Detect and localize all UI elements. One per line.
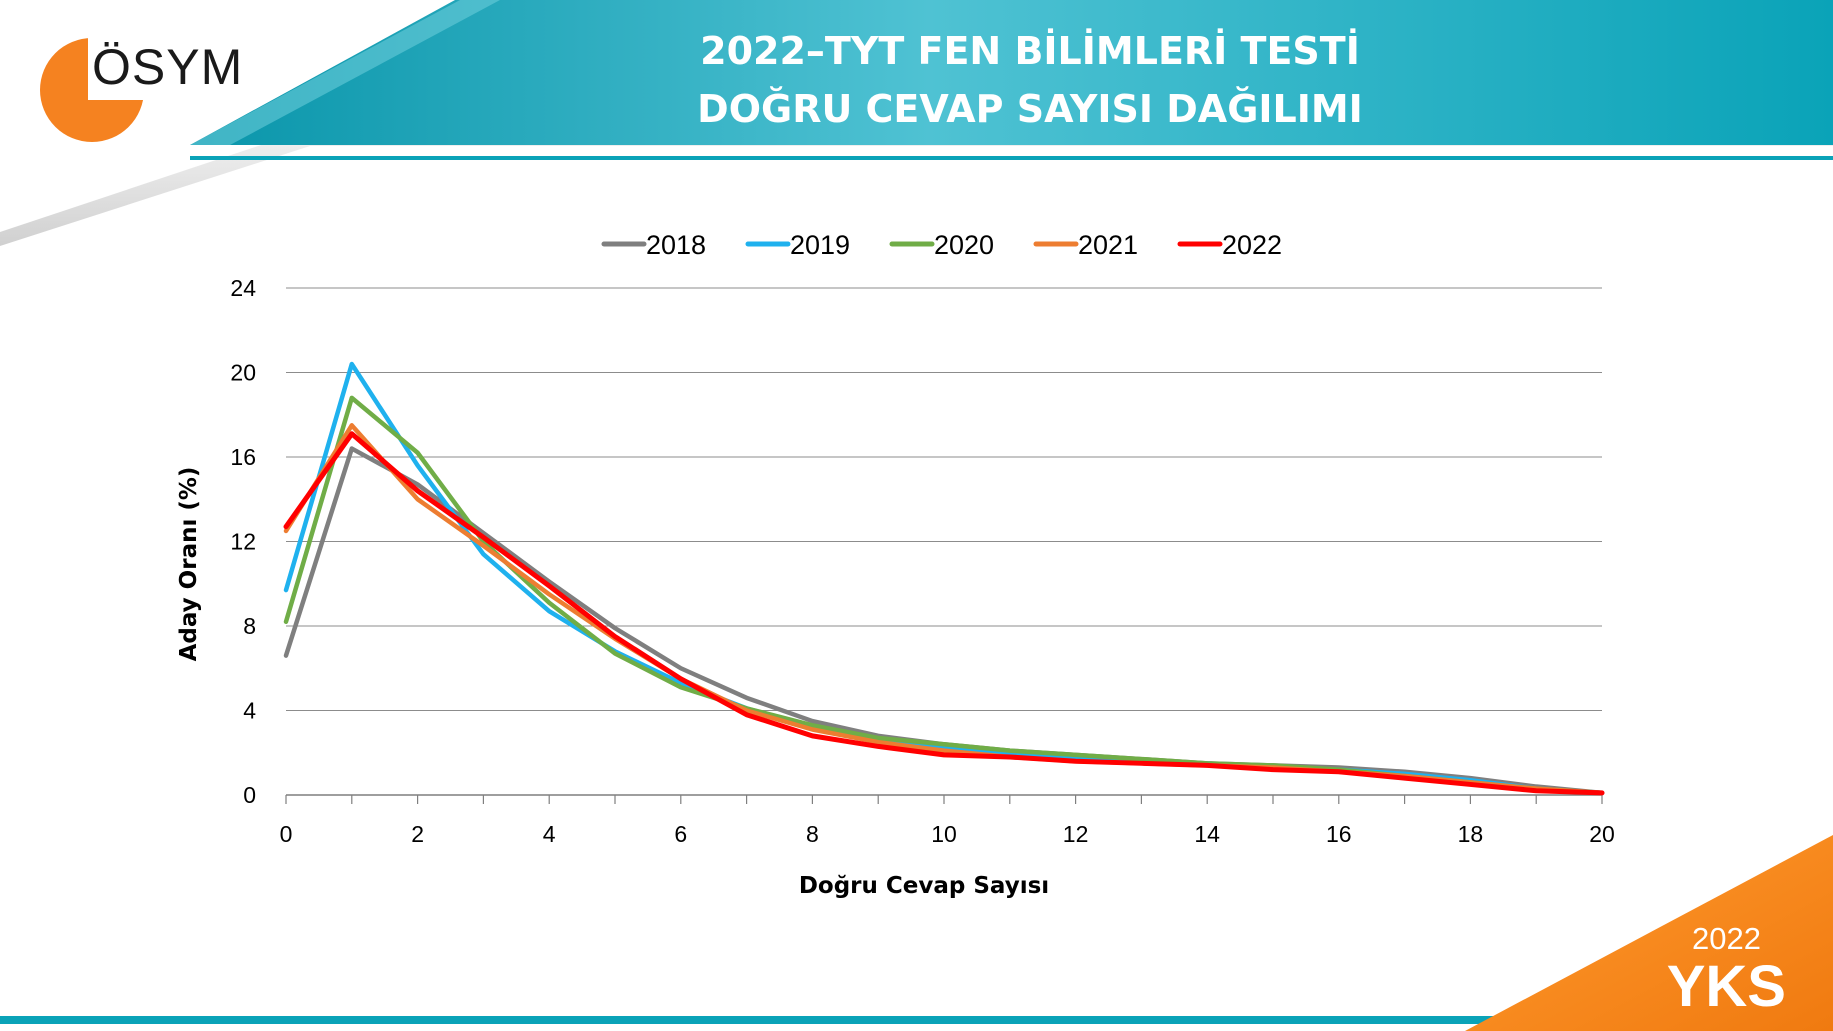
- x-tick-label: 12: [1063, 821, 1089, 847]
- x-tick-label: 18: [1458, 821, 1484, 847]
- footer-line: [0, 1016, 1833, 1024]
- y-tick-label: 12: [230, 529, 256, 555]
- page-title-line-2: DOĞRU CEVAP SAYISI DAĞILIMI: [697, 87, 1363, 131]
- header-light-stripe: [190, 0, 500, 145]
- x-tick-label: 16: [1326, 821, 1352, 847]
- x-axis-title: Doğru Cevap Sayısı: [799, 873, 1049, 899]
- osym-logo-text: ÖSYM: [92, 39, 244, 95]
- y-tick-label: 4: [243, 698, 256, 724]
- y-tick-label: 8: [243, 613, 256, 639]
- page-title-line-1: 2022–TYT FEN BİLİMLERİ TESTİ: [700, 29, 1360, 73]
- series-line-2021: [283, 423, 1605, 796]
- header-underline: [190, 156, 1833, 160]
- x-tick-label: 8: [806, 821, 819, 847]
- x-tick-label: 4: [543, 821, 556, 847]
- legend-label-2022: 2022: [1222, 230, 1282, 260]
- series-line-2018: [283, 446, 1605, 796]
- y-tick-label: 24: [230, 275, 256, 301]
- chart-series: [283, 361, 1605, 796]
- yks-year-badge: 2022: [1692, 921, 1761, 956]
- footer-orange-corner: [1465, 835, 1833, 1031]
- yks-label-badge: YKS: [1666, 954, 1786, 1019]
- chart-gridlines: [286, 287, 1602, 711]
- chart-legend: 2018 2019 2020 2021 2022: [601, 230, 1282, 260]
- x-tick-label: 6: [674, 821, 687, 847]
- y-tick-label: 0: [243, 782, 256, 808]
- header-teal-band: [190, 0, 1833, 145]
- x-tick-label: 14: [1194, 821, 1220, 847]
- legend-label-2021: 2021: [1078, 230, 1138, 260]
- x-tick-label: 10: [931, 821, 957, 847]
- legend-label-2018: 2018: [646, 230, 706, 260]
- y-tick-label: 20: [230, 360, 256, 386]
- y-tick-label: 16: [230, 444, 256, 470]
- series-line-2022: [283, 431, 1605, 796]
- x-tick-label: 2: [411, 821, 424, 847]
- x-tick-label: 20: [1589, 821, 1615, 847]
- legend-label-2020: 2020: [934, 230, 994, 260]
- series-line-2019: [283, 361, 1605, 796]
- x-tick-label: 0: [280, 821, 293, 847]
- osym-logo-notch: [88, 34, 158, 100]
- y-axis-title: Aday Oranı (%): [176, 467, 202, 662]
- legend-label-2019: 2019: [790, 230, 850, 260]
